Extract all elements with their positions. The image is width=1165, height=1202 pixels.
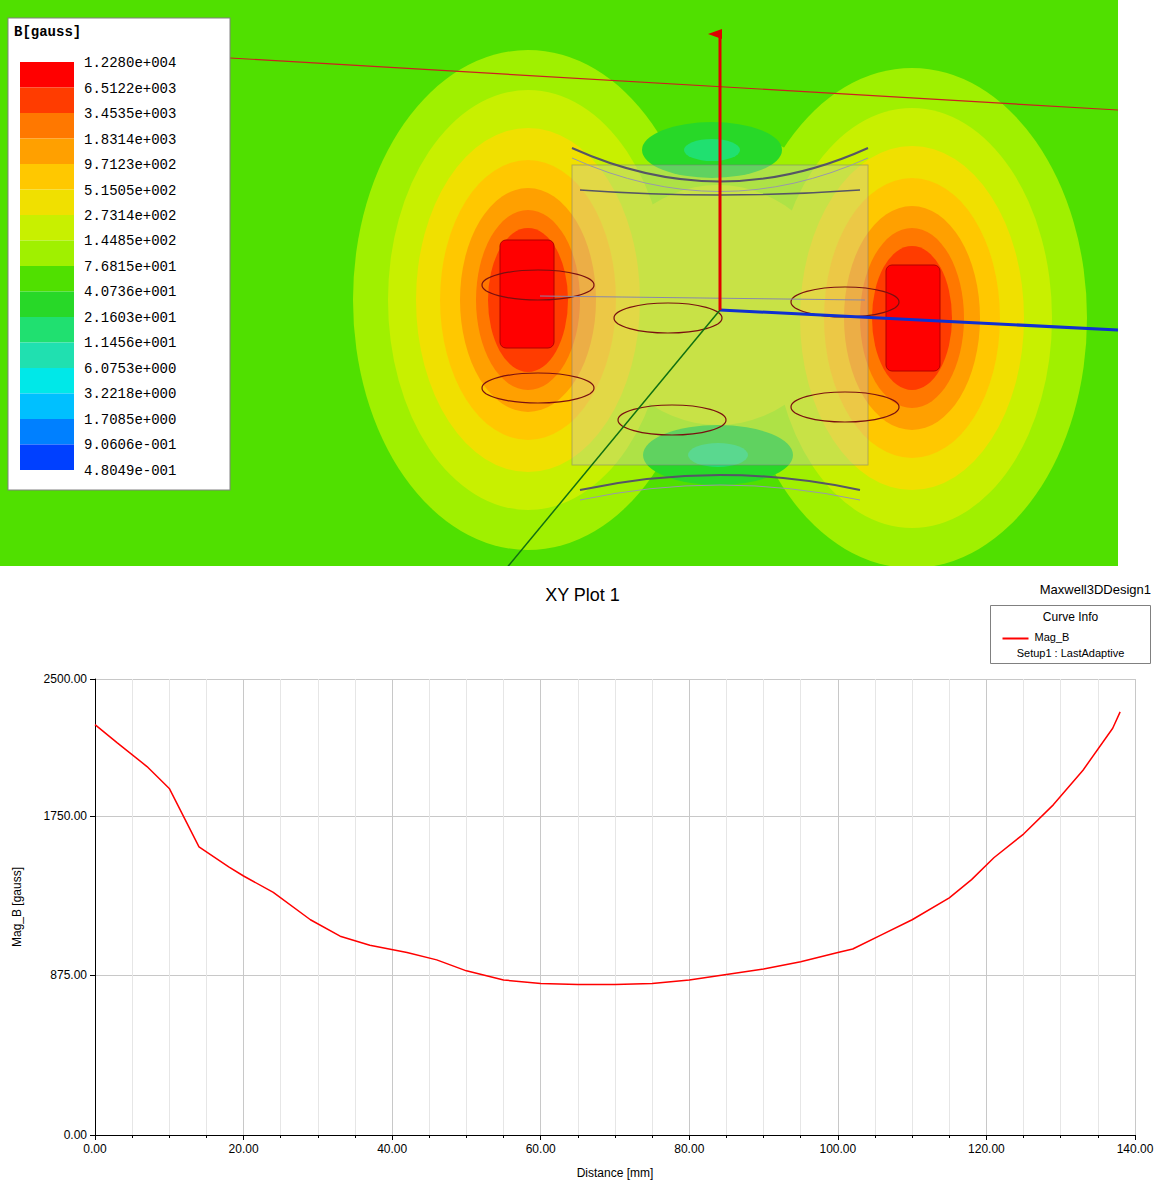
svg-text:1750.00: 1750.00 — [44, 809, 88, 823]
svg-text:7.6815e+001: 7.6815e+001 — [84, 259, 176, 275]
svg-text:4.0736e+001: 4.0736e+001 — [84, 284, 176, 300]
svg-text:Maxwell3DDesign1: Maxwell3DDesign1 — [1040, 582, 1151, 597]
svg-text:140.00: 140.00 — [1117, 1142, 1154, 1156]
svg-text:3.2218e+000: 3.2218e+000 — [84, 386, 176, 402]
svg-text:1.8314e+003: 1.8314e+003 — [84, 132, 176, 148]
svg-text:20.00: 20.00 — [229, 1142, 259, 1156]
svg-text:0.00: 0.00 — [64, 1128, 88, 1142]
svg-text:4.8049e-001: 4.8049e-001 — [84, 463, 176, 479]
svg-text:0.00: 0.00 — [83, 1142, 107, 1156]
svg-text:100.00: 100.00 — [820, 1142, 857, 1156]
svg-text:6.0753e+000: 6.0753e+000 — [84, 361, 176, 377]
svg-text:80.00: 80.00 — [674, 1142, 704, 1156]
svg-text:1.7085e+000: 1.7085e+000 — [84, 412, 176, 428]
svg-text:40.00: 40.00 — [377, 1142, 407, 1156]
svg-text:875.00: 875.00 — [50, 968, 87, 982]
svg-text:Mag_B: Mag_B — [1035, 631, 1070, 643]
svg-text:3.4535e+003: 3.4535e+003 — [84, 106, 176, 122]
svg-text:Curve Info: Curve Info — [1043, 610, 1099, 624]
svg-text:1.4485e+002: 1.4485e+002 — [84, 233, 176, 249]
svg-text:Mag_B [gauss]: Mag_B [gauss] — [10, 867, 24, 947]
svg-text:60.00: 60.00 — [526, 1142, 556, 1156]
svg-text:120.00: 120.00 — [968, 1142, 1005, 1156]
svg-text:6.5122e+003: 6.5122e+003 — [84, 81, 176, 97]
svg-text:B[gauss]: B[gauss] — [14, 24, 81, 40]
svg-text:9.0606e-001: 9.0606e-001 — [84, 437, 176, 453]
svg-text:XY Plot 1: XY Plot 1 — [545, 585, 620, 605]
svg-text:1.1456e+001: 1.1456e+001 — [84, 335, 176, 351]
svg-text:Setup1 : LastAdaptive: Setup1 : LastAdaptive — [1017, 647, 1125, 659]
svg-text:9.7123e+002: 9.7123e+002 — [84, 157, 176, 173]
svg-text:2500.00: 2500.00 — [44, 672, 88, 686]
svg-text:Distance [mm]: Distance [mm] — [577, 1166, 654, 1180]
svg-text:2.7314e+002: 2.7314e+002 — [84, 208, 176, 224]
svg-text:1.2280e+004: 1.2280e+004 — [84, 55, 176, 71]
svg-text:2.1603e+001: 2.1603e+001 — [84, 310, 176, 326]
svg-text:5.1505e+002: 5.1505e+002 — [84, 183, 176, 199]
